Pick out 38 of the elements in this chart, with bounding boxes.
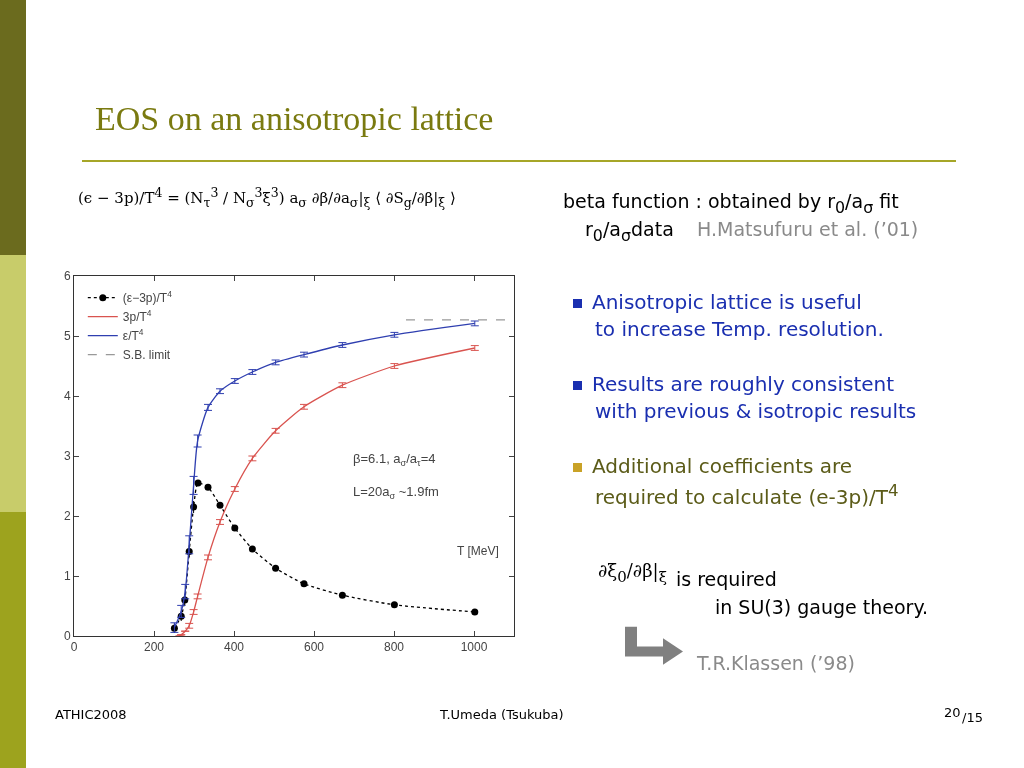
- text: in SU(3) gauge theory.: [715, 596, 929, 618]
- x-axis-title: T [MeV]: [457, 544, 499, 558]
- text: Results are roughly consistent: [592, 372, 895, 396]
- y-tick-label: 3: [63, 449, 71, 464]
- x-tick-label: 200: [143, 640, 165, 655]
- y-tick-label: 6: [63, 269, 71, 284]
- y-tick-label: 0: [63, 629, 71, 644]
- y-tick-label: 4: [63, 389, 71, 404]
- text: H.Matsufuru et al. (’01): [697, 218, 919, 240]
- text: required to calculate (e-3p)/T$^{4}$: [595, 481, 899, 509]
- text: 20: [944, 705, 961, 720]
- y-tick-label: 2: [63, 509, 71, 524]
- text: /15: [962, 710, 983, 725]
- text: is required: [676, 568, 777, 590]
- x-tick-label: 800: [383, 640, 405, 655]
- text: (ϵ − 3p)/T$^{4}$ = (N$_{τ}$$^{3}$ / N$_{σ}$$^{3}$ξ$^{3}$) a$_{σ}$ ∂β/∂a$_{σ}$|$_{ξ}$ ⟨ ∂S$_{g}$/∂β|$_{ξ}$ ⟩: [78, 185, 456, 210]
- text: r$_{0}$/a$_{σ}$data: [585, 218, 674, 245]
- x-tick-label: 600: [303, 640, 325, 655]
- text: Anisotropic lattice is useful: [592, 290, 862, 314]
- text: T.R.Klassen (’98): [697, 652, 855, 674]
- annotation: L=20a$_{σ}$ ~1.9fm: [353, 484, 439, 501]
- chart-title: EOS on an anisotropic lattice: [95, 100, 494, 138]
- x-tick-label: 400: [223, 640, 245, 655]
- text: ∂ξ$_{0}$/∂β|$_{ξ}$: [598, 560, 667, 586]
- text: beta function : obtained by r$_{0}$/a$_{σ}$ fit: [563, 190, 899, 217]
- legend-label: (ε−3p)/T$^{4}$: [122, 289, 173, 306]
- text: with previous & isotropic results: [595, 399, 917, 423]
- legend-label: ε/T$^{4}$: [122, 327, 144, 344]
- legend-label: S.B. limit: [122, 348, 171, 363]
- legend-label: 3p/T$^{4}$: [122, 308, 152, 325]
- text: to increase Temp. resolution.: [595, 317, 884, 341]
- text: Additional coefficients are: [592, 454, 853, 478]
- text: ATHIC2008: [55, 707, 127, 722]
- annotation: β=6.1, a$_{σ}$/a$_{τ}$=4: [353, 451, 436, 468]
- y-tick-label: 1: [63, 569, 71, 584]
- x-tick-label: 1000: [460, 640, 488, 655]
- text: T.Umeda (Tsukuba): [440, 707, 564, 722]
- y-tick-label: 5: [63, 329, 71, 344]
